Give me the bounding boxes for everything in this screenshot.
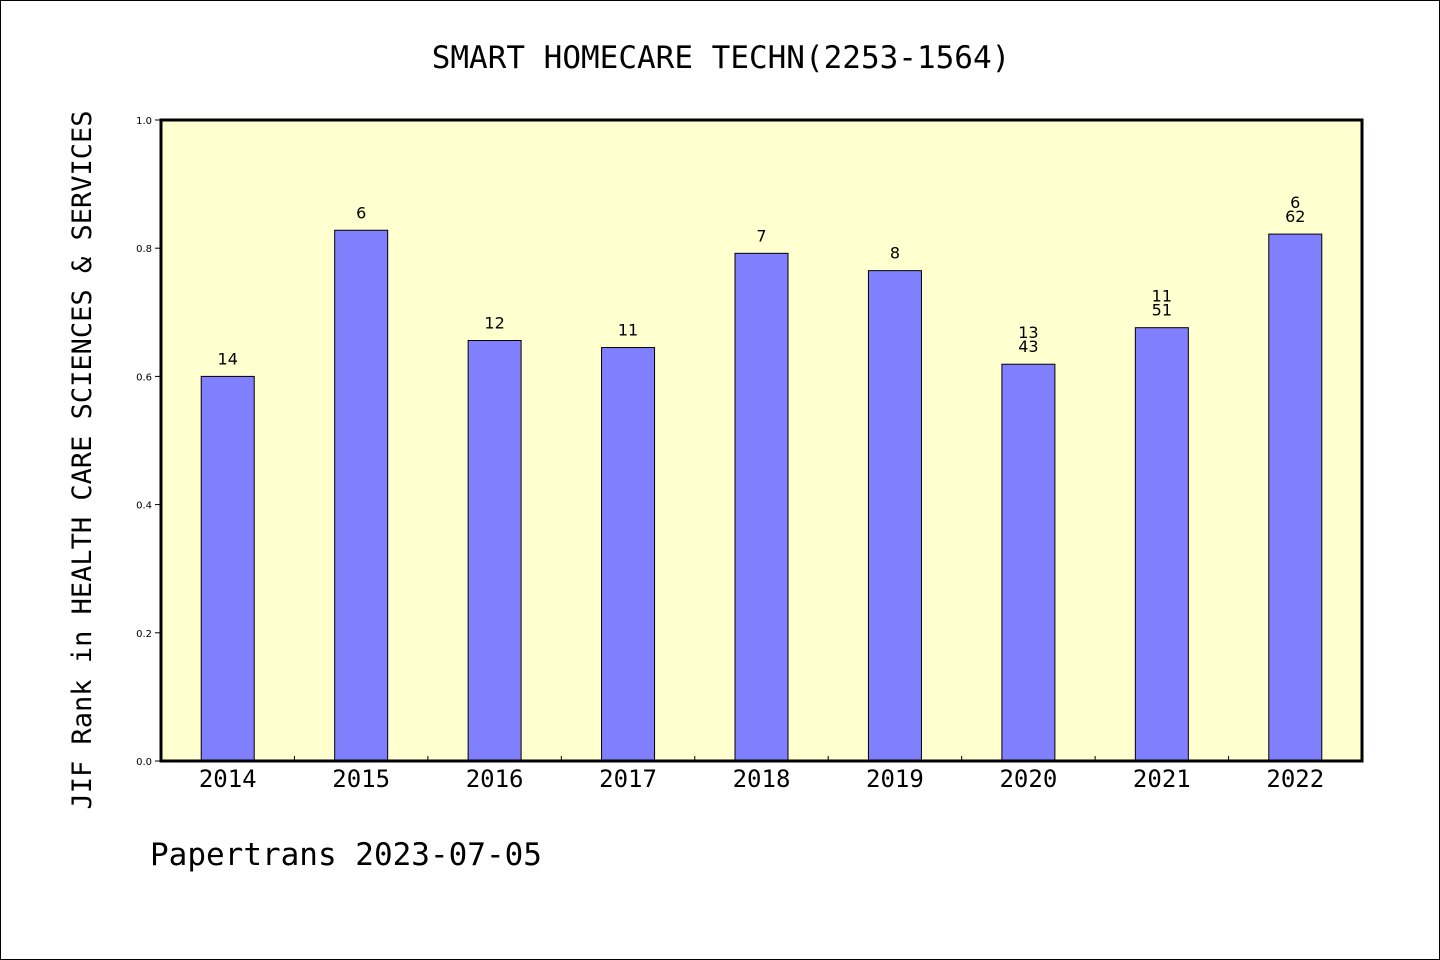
x-tick-label: 2015 bbox=[332, 765, 390, 793]
bar bbox=[1268, 233, 1323, 762]
bar bbox=[467, 340, 522, 762]
y-tick-label: 0.4 bbox=[136, 501, 152, 512]
bar bbox=[601, 347, 656, 762]
chart-title: SMART HOMECARE TECHN(2253-1564) bbox=[432, 40, 1011, 76]
data-label: 51 bbox=[1152, 301, 1172, 320]
data-label: 62 bbox=[1285, 207, 1305, 226]
data-label: 13 bbox=[1018, 323, 1038, 342]
y-tick-label: 0.6 bbox=[136, 372, 152, 383]
y-axis-label: JIF Rank in HEALTH CARE SCIENCES & SERVI… bbox=[67, 111, 98, 810]
ticks-group: 0.0 0.2 0.4 0.6 0.8 1.0 2014 2015 2016 2017 2018 20… bbox=[136, 116, 1324, 793]
footer-text: Papertrans 2023-07-05 bbox=[150, 837, 542, 873]
bar bbox=[734, 252, 789, 762]
y-tick-label: 1.0 bbox=[136, 116, 152, 127]
x-tick-label: 2022 bbox=[1266, 765, 1324, 793]
data-label: 14 bbox=[218, 349, 238, 368]
data-label: 11 bbox=[1152, 287, 1172, 306]
x-tick-label: 2016 bbox=[466, 765, 524, 793]
bars-group bbox=[200, 229, 1323, 762]
bar bbox=[867, 270, 922, 762]
x-tick-label: 2021 bbox=[1133, 765, 1191, 793]
data-label: 43 bbox=[1018, 337, 1038, 356]
x-tick-label: 2017 bbox=[599, 765, 657, 793]
y-tick-label: 0.0 bbox=[136, 757, 152, 768]
x-tick-label: 2018 bbox=[733, 765, 791, 793]
bar bbox=[1001, 363, 1056, 762]
data-label: 7 bbox=[756, 226, 766, 245]
x-tick-label: 2019 bbox=[866, 765, 924, 793]
bar bbox=[334, 229, 389, 762]
data-label: 6 bbox=[356, 203, 366, 222]
data-label: 11 bbox=[618, 321, 638, 340]
bar bbox=[200, 375, 255, 762]
x-tick-label: 2014 bbox=[199, 765, 257, 793]
data-label: 12 bbox=[484, 314, 504, 333]
data-label: 8 bbox=[890, 244, 900, 263]
y-tick-label: 0.2 bbox=[136, 629, 152, 640]
data-label: 6 bbox=[1290, 193, 1300, 212]
y-tick-label: 0.8 bbox=[136, 244, 152, 255]
plot-frame bbox=[159, 118, 1364, 763]
bar bbox=[1134, 327, 1189, 762]
x-tick-label: 2020 bbox=[999, 765, 1057, 793]
